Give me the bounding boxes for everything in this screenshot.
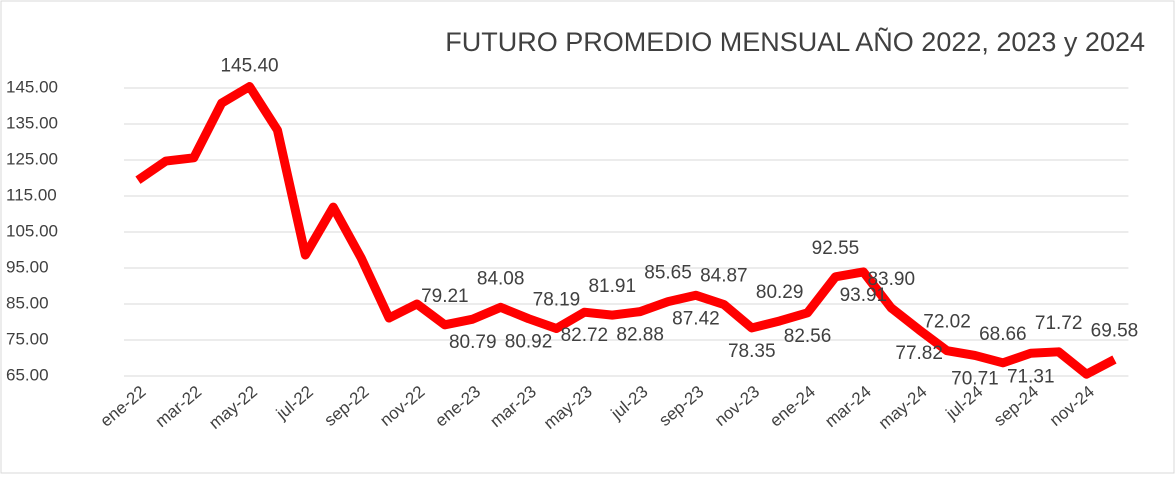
y-tick-label: 95.00 — [6, 257, 49, 276]
data-label: 83.90 — [867, 269, 915, 290]
data-label: 78.19 — [533, 290, 581, 311]
page: {"chart_data": {"type": "line", "title":… — [0, 0, 1175, 479]
data-label: 80.79 — [449, 332, 497, 353]
y-tick-label: 85.00 — [6, 293, 49, 312]
y-tick-label: 65.00 — [6, 365, 49, 384]
data-label: 92.55 — [812, 238, 860, 259]
data-label: 81.91 — [588, 276, 636, 297]
data-label: 82.88 — [616, 325, 664, 346]
data-label: 77.82 — [895, 343, 943, 364]
data-label: 80.92 — [505, 332, 553, 353]
data-label: 82.72 — [561, 325, 609, 346]
y-tick-label: 145.00 — [6, 77, 58, 96]
data-label: 80.29 — [756, 282, 804, 303]
data-label: 79.21 — [421, 286, 469, 307]
data-label: 84.87 — [700, 265, 748, 286]
y-tick-label: 135.00 — [6, 113, 58, 132]
y-tick-label: 105.00 — [6, 221, 58, 240]
data-label: 68.66 — [979, 324, 1027, 345]
data-label: 72.02 — [923, 312, 971, 333]
y-tick-label: 75.00 — [6, 329, 49, 348]
data-label: 145.40 — [220, 56, 278, 77]
data-label: 69.58 — [1091, 321, 1139, 342]
data-label: 70.71 — [951, 368, 999, 389]
data-label: 87.42 — [672, 308, 720, 329]
y-tick-label: 115.00 — [6, 185, 57, 204]
data-label: 85.65 — [644, 263, 692, 284]
chart: FUTURO PROMEDIO MENSUAL AÑO 2022, 2023 y… — [0, 0, 1175, 474]
data-label: 78.35 — [728, 341, 776, 362]
y-tick-label: 125.00 — [6, 149, 58, 168]
data-label: 71.31 — [1007, 366, 1055, 387]
data-label: 71.72 — [1035, 313, 1083, 334]
data-label: 82.56 — [784, 326, 832, 347]
data-label: 84.08 — [477, 268, 525, 289]
chart-title: FUTURO PROMEDIO MENSUAL AÑO 2022, 2023 y… — [445, 26, 1145, 57]
